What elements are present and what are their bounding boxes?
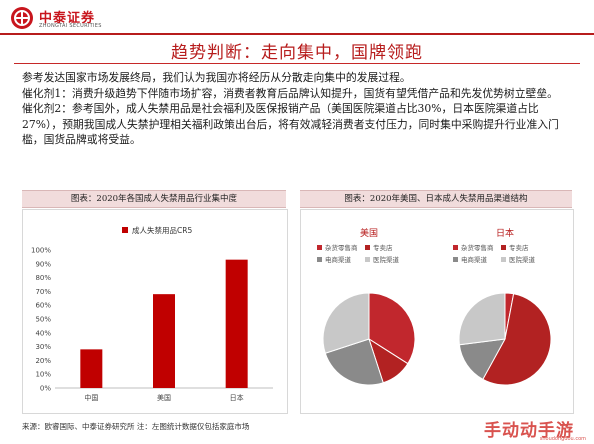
paragraph-catalyst-1: 催化剂1：消费升级趋势下伴随市场扩容，消费者教育后品牌认知提升，国货有望凭借产品… — [22, 86, 558, 100]
brand-name-en: ZHONGTAI SECURITIES — [39, 23, 102, 29]
y-tick-label: 70% — [35, 288, 51, 296]
x-tick-label: 美国 — [157, 393, 171, 402]
brand-logo: 中泰证券 ZHONGTAI SECURITIES — [10, 6, 160, 32]
legend-swatch — [122, 227, 128, 233]
watermark: 手动动手游 shoudongdou.com — [484, 414, 590, 442]
pie-legend-swatch — [317, 245, 322, 250]
page-title: 趋势判断：走向集中，国牌领跑 — [171, 43, 423, 63]
y-tick-label: 10% — [35, 371, 51, 379]
y-tick-label: 80% — [35, 274, 51, 282]
pie-slice — [324, 338, 384, 386]
pie-slice — [458, 292, 506, 346]
y-tick-label: 100% — [31, 247, 51, 255]
y-tick-label: 20% — [35, 357, 51, 365]
pie-legend-label: 医院渠道 — [373, 255, 400, 264]
pie-title: 日本 — [496, 227, 514, 239]
x-tick-label: 中国 — [84, 393, 98, 402]
pie-legend-label: 杂货零售商 — [461, 243, 494, 252]
y-tick-label: 60% — [35, 302, 51, 310]
pie-title: 美国 — [360, 227, 378, 239]
pie-legend-label: 专卖店 — [373, 243, 393, 252]
pie-legend-label: 电商渠道 — [325, 255, 352, 264]
bar — [153, 294, 175, 388]
pie-legend-swatch — [453, 245, 458, 250]
x-tick-label: 日本 — [230, 393, 244, 402]
pie-legend-swatch — [317, 257, 322, 262]
watermark-text: 手动动手游 — [484, 421, 574, 441]
report-header: 中泰证券 ZHONGTAI SECURITIES — [0, 0, 594, 35]
bar — [80, 349, 103, 388]
y-tick-label: 40% — [35, 329, 51, 337]
left-chart-caption: 图表：2020年各国成人失禁用品行业集中度 — [22, 190, 286, 208]
y-tick-label: 90% — [35, 260, 51, 268]
pie-legend-label: 医院渠道 — [509, 255, 536, 264]
legend-label: 成人失禁用品CR5 — [132, 225, 192, 235]
bar-chart: 成人失禁用品CR5 0% 10% 20% 30% 40% 50% 60% 70% 80% 90% 10… — [31, 225, 273, 402]
left-chart-panel: 成人失禁用品CR5 0% 10% 20% 30% 40% 50% 60% 70% 80% 90% 10… — [22, 209, 288, 414]
watermark-url: shoudongdou.com — [539, 436, 586, 442]
pie-legend-label: 电商渠道 — [461, 255, 488, 264]
pie-legend-swatch — [365, 245, 370, 250]
pie-legend-swatch — [501, 245, 506, 250]
right-chart-panel: 美国 杂货零售商 专卖店 电商渠道 医院渠道 日本 杂货零售商 专卖店 电商渠道 医院渠道 — [300, 209, 574, 414]
header-divider — [0, 33, 594, 35]
title-divider — [14, 63, 580, 64]
paragraph-intro: 参考发达国家市场发展终局，我们认为我国亦将经历从分散走向集中的发展过程。 — [22, 71, 411, 84]
pie-slice — [482, 293, 552, 386]
source-note: 来源：欧睿国际、中泰证券研究所 注：左图统计数据仅包括家庭市场 — [22, 422, 250, 431]
pie-legend-swatch — [501, 257, 506, 262]
brand-logo-icon — [11, 7, 33, 29]
right-chart-caption: 图表：2020年美国、日本成人失禁用品渠道结构 — [300, 190, 572, 208]
brand-name-cn: 中泰证券 — [39, 11, 96, 26]
pie-legend-label: 杂货零售商 — [325, 243, 358, 252]
pie-legend-swatch — [453, 257, 458, 262]
pie-legend-label: 专卖店 — [509, 243, 529, 252]
y-tick-label: 50% — [35, 316, 51, 324]
bar — [225, 259, 248, 388]
y-tick-label: 30% — [35, 343, 51, 351]
y-tick-label: 0% — [40, 385, 51, 393]
pie-slice — [322, 292, 370, 354]
body-text: 参考发达国家市场发展终局，我们认为我国亦将经历从分散走向集中的发展过程。 催化剂… — [22, 70, 578, 148]
pie-legend-swatch — [365, 257, 370, 262]
paragraph-catalyst-2: 催化剂2：参考国外，成人失禁用品是社会福利及医保报销产品（美国医院渠道占比30%… — [22, 102, 559, 146]
